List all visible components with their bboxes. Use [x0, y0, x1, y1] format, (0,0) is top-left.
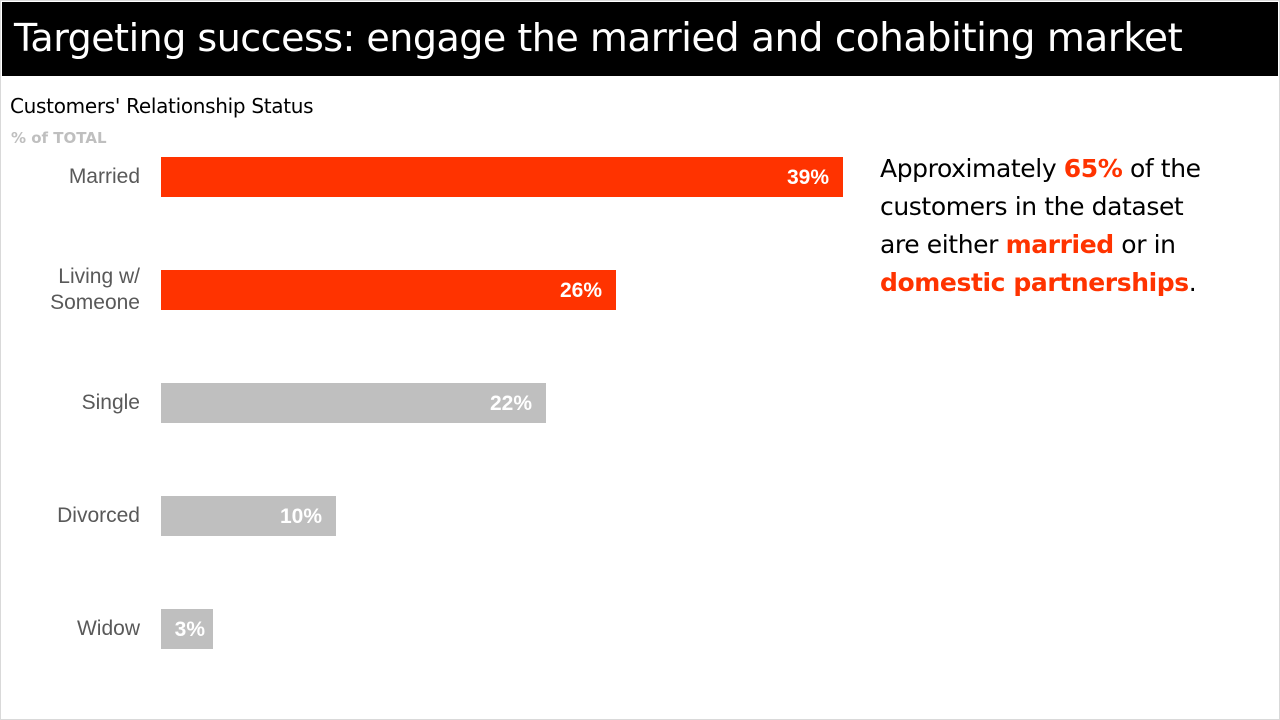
category-label: Divorced	[57, 503, 140, 529]
bar-divorced: 10%	[161, 496, 336, 536]
callout-text-2: of the customers in the dataset are eith…	[880, 154, 1201, 259]
slide-title: Targeting success: engage the married an…	[14, 11, 1183, 66]
category-label-line: Divorced	[57, 504, 140, 527]
title-bar: Targeting success: engage the married an…	[2, 2, 1278, 76]
callout-highlight-married: married	[1005, 230, 1115, 259]
category-label-line: Single	[81, 391, 140, 414]
callout-highlight-domestic: domestic partnerships	[880, 268, 1189, 297]
bar-married: 39%	[161, 157, 843, 197]
bar-data-label: 26%	[559, 279, 602, 302]
slide-title-part2: married and cohabiting market	[589, 16, 1183, 61]
bar-living-w-someone: 26%	[161, 270, 616, 310]
category-label: Married	[69, 164, 140, 190]
bar-single: 22%	[161, 383, 546, 423]
bar-data-label: 39%	[786, 166, 829, 189]
callout-text-4: .	[1188, 268, 1197, 297]
callout-text: Approximately 65% of the customers in th…	[880, 150, 1210, 302]
category-label: Widow	[77, 616, 140, 642]
chart-title: Customers' Relationship Status	[10, 94, 314, 118]
callout-highlight-percent: 65%	[1063, 154, 1123, 183]
category-label: Single	[82, 390, 140, 416]
chart-subtitle: % of TOTAL	[11, 129, 107, 147]
bar-data-label: 22%	[489, 392, 532, 415]
category-label-line: Married	[68, 165, 140, 188]
category-label-line: Living w/	[58, 265, 140, 288]
category-label-line: Widow	[76, 617, 140, 640]
category-label: Living w/Someone	[50, 264, 140, 316]
category-label-line: Someone	[50, 291, 140, 314]
bar-data-label: 3%	[174, 618, 205, 641]
bar-data-label: 10%	[279, 505, 322, 528]
callout-text-3: or in	[1113, 230, 1176, 259]
bar-widow: 3%	[161, 609, 213, 649]
callout-text-1: Approximately	[880, 154, 1064, 183]
slide-title-part1: Targeting success: engage the	[14, 16, 590, 60]
